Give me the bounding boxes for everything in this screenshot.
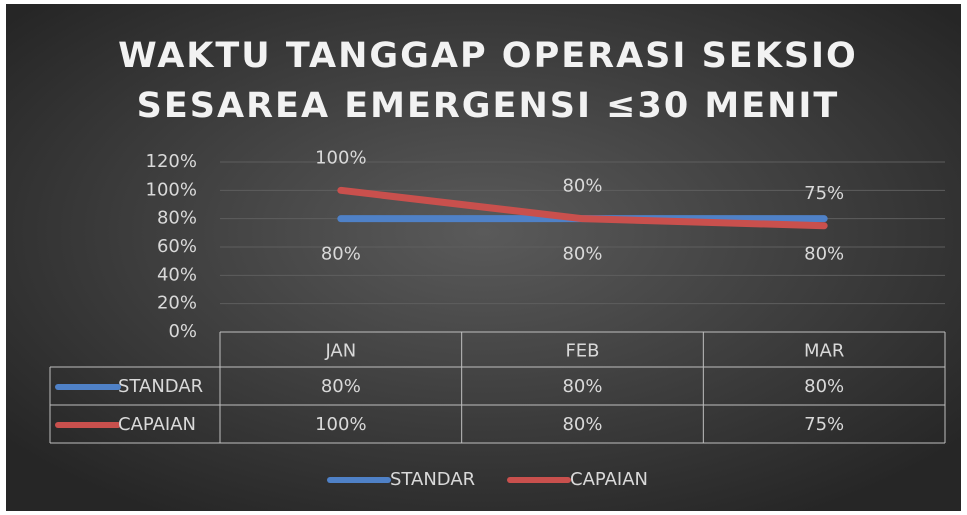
series-line [337, 186, 828, 230]
chart-title: SESAREA EMERGENSI ≤30 MENIT [137, 86, 840, 126]
chart-background [6, 4, 961, 511]
y-tick-label: 80% [157, 208, 197, 229]
data-label: 80% [562, 176, 602, 197]
x-tick-label: MAR [804, 341, 844, 362]
table-cell: 80% [804, 376, 844, 397]
data-label: 75% [804, 183, 844, 204]
table-cell: 75% [804, 414, 844, 435]
table-row-label: STANDAR [118, 376, 203, 397]
legend-label: CAPAIAN [570, 469, 648, 490]
table-row-label: CAPAIAN [118, 414, 196, 435]
table-cell: 80% [562, 414, 602, 435]
legend-label: STANDAR [390, 469, 475, 490]
x-tick-label: JAN [324, 341, 356, 362]
data-label: 80% [321, 244, 361, 265]
data-label: 80% [562, 244, 602, 265]
data-label: 100% [315, 147, 366, 168]
y-tick-label: 60% [157, 236, 197, 257]
data-label: 80% [804, 244, 844, 265]
table-cell: 80% [562, 376, 602, 397]
table-cell: 100% [315, 414, 366, 435]
y-tick-label: 40% [157, 264, 197, 285]
chart-title: WAKTU TANGGAP OPERASI SEKSIO [118, 36, 858, 76]
x-tick-label: FEB [565, 341, 599, 362]
y-tick-label: 0% [168, 321, 197, 342]
y-tick-label: 100% [146, 179, 197, 200]
y-tick-label: 120% [146, 151, 197, 172]
table-cell: 80% [321, 376, 361, 397]
y-tick-label: 20% [157, 293, 197, 314]
